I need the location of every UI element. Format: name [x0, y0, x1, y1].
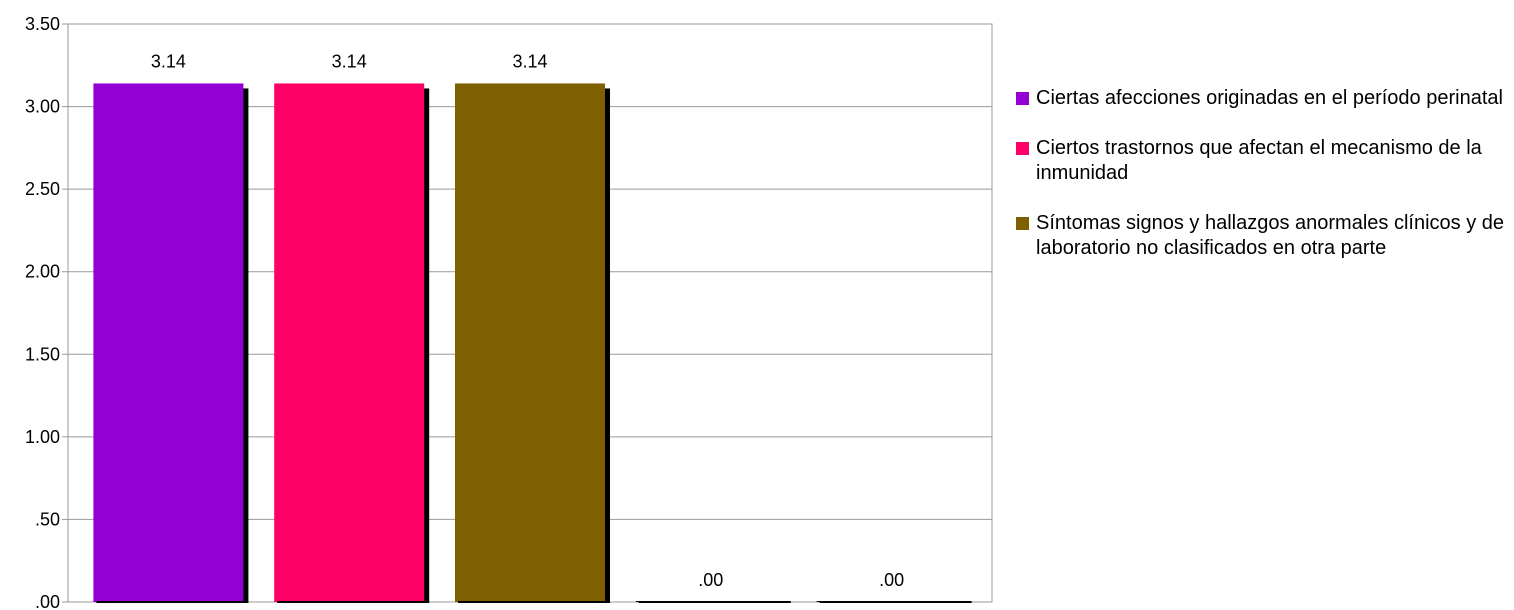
y-tick-label: 2.00	[25, 262, 60, 282]
y-tick-label: .50	[35, 509, 60, 529]
y-tick-label: 3.00	[25, 97, 60, 117]
bars	[93, 83, 972, 603]
legend-label: Síntomas signos y hallazgos anormales cl…	[1036, 212, 1505, 259]
data-label: 3.14	[332, 51, 367, 71]
legend-swatch	[1016, 217, 1029, 230]
legend-swatch	[1016, 92, 1029, 105]
legend-item: Ciertas afecciones originadas en el perí…	[1016, 86, 1506, 111]
bar	[274, 83, 425, 603]
bar	[93, 83, 244, 603]
bar	[455, 83, 605, 603]
legend-label: Ciertos trastornos que afectan el mecani…	[1036, 137, 1482, 184]
y-axis: .00 .50 1.00 1.50 2.00 2.50 3.00 3.50	[25, 14, 68, 610]
legend-item: Ciertos trastornos que afectan el mecani…	[1016, 136, 1506, 186]
y-tick-label: 1.50	[25, 344, 60, 364]
legend-item: Síntomas signos y hallazgos anormales cl…	[1016, 211, 1506, 261]
data-label: .00	[879, 570, 904, 590]
y-tick-label: 2.50	[25, 179, 60, 199]
data-label: 3.14	[512, 51, 547, 71]
y-tick-label: 3.50	[25, 14, 60, 34]
data-labels: 3.14 3.14 3.14 .00 .00	[151, 51, 904, 590]
y-tick-label: 1.00	[25, 427, 60, 447]
legend-swatch	[1016, 142, 1029, 155]
data-label: .00	[698, 570, 723, 590]
y-tick-label: .00	[35, 592, 60, 610]
data-label: 3.14	[151, 51, 186, 71]
legend-label: Ciertas afecciones originadas en el perí…	[1036, 87, 1503, 109]
legend: Ciertas afecciones originadas en el perí…	[1016, 86, 1506, 286]
